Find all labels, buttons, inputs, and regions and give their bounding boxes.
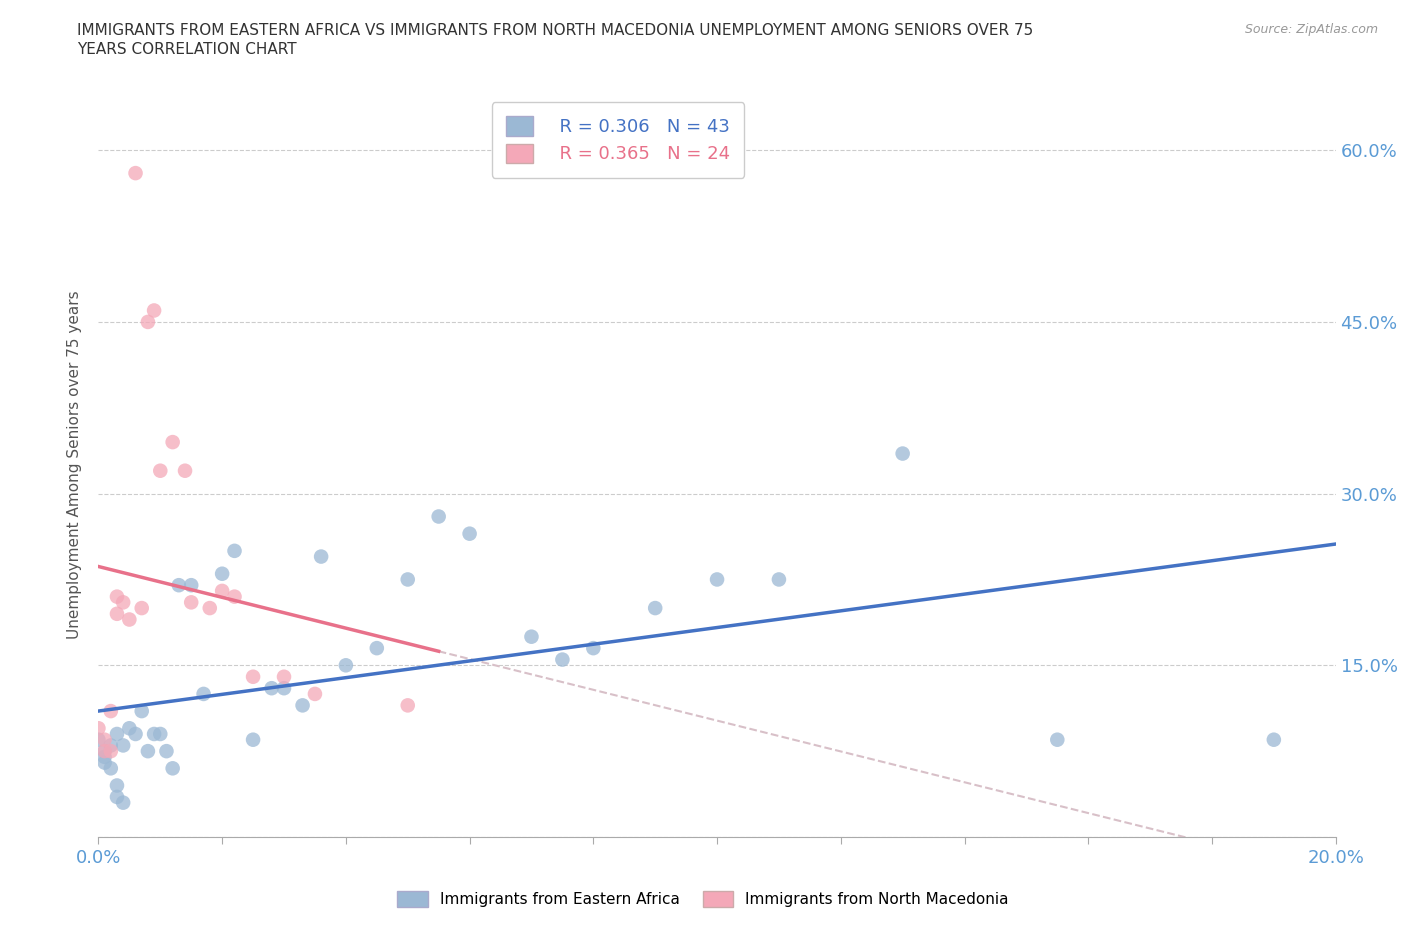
Point	[167, 578, 190, 592]
Y-axis label: Unemployment Among Seniors over 75 years: Unemployment Among Seniors over 75 years	[67, 291, 83, 639]
Point	[1263, 732, 1285, 747]
Point	[180, 595, 202, 610]
Point	[143, 726, 166, 741]
Point	[112, 795, 135, 810]
Point	[396, 698, 419, 712]
Point	[224, 590, 246, 604]
Point	[520, 630, 543, 644]
Point	[93, 732, 115, 747]
Point	[131, 704, 153, 719]
Point	[193, 686, 215, 701]
Point	[112, 738, 135, 753]
Point	[211, 583, 233, 598]
Point	[93, 750, 115, 764]
Point	[131, 601, 153, 616]
Point	[136, 744, 159, 759]
Point	[180, 578, 202, 592]
Point	[100, 738, 122, 753]
Point	[309, 549, 332, 564]
Point	[143, 303, 166, 318]
Point	[112, 595, 135, 610]
Point	[891, 446, 914, 461]
Point	[242, 732, 264, 747]
Point	[427, 509, 450, 524]
Point	[155, 744, 177, 759]
Point	[396, 572, 419, 587]
Point	[1046, 732, 1069, 747]
Point	[304, 686, 326, 701]
Point	[93, 744, 115, 759]
Point	[224, 543, 246, 558]
Point	[136, 314, 159, 329]
Point	[335, 658, 357, 672]
Point	[273, 681, 295, 696]
Legend: Immigrants from Eastern Africa, Immigrants from North Macedonia: Immigrants from Eastern Africa, Immigran…	[391, 884, 1015, 913]
Point	[118, 721, 141, 736]
Point	[366, 641, 388, 656]
Point	[93, 755, 115, 770]
Point	[242, 670, 264, 684]
Point	[273, 670, 295, 684]
Point	[174, 463, 197, 478]
Point	[124, 726, 146, 741]
Point	[87, 732, 110, 747]
Point	[260, 681, 283, 696]
Text: Source: ZipAtlas.com: Source: ZipAtlas.com	[1244, 23, 1378, 36]
Point	[291, 698, 314, 712]
Point	[87, 721, 110, 736]
Point	[149, 463, 172, 478]
Point	[105, 606, 128, 621]
Text: YEARS CORRELATION CHART: YEARS CORRELATION CHART	[77, 42, 297, 57]
Point	[149, 726, 172, 741]
Point	[100, 744, 122, 759]
Point	[162, 434, 184, 449]
Point	[582, 641, 605, 656]
Legend:   R = 0.306   N = 43,   R = 0.365   N = 24: R = 0.306 N = 43, R = 0.365 N = 24	[492, 102, 744, 178]
Point	[124, 166, 146, 180]
Point	[198, 601, 221, 616]
Point	[105, 778, 128, 793]
Point	[644, 601, 666, 616]
Point	[162, 761, 184, 776]
Text: IMMIGRANTS FROM EASTERN AFRICA VS IMMIGRANTS FROM NORTH MACEDONIA UNEMPLOYMENT A: IMMIGRANTS FROM EASTERN AFRICA VS IMMIGR…	[77, 23, 1033, 38]
Point	[105, 726, 128, 741]
Point	[105, 590, 128, 604]
Point	[100, 704, 122, 719]
Point	[551, 652, 574, 667]
Point	[118, 612, 141, 627]
Point	[105, 790, 128, 804]
Point	[100, 761, 122, 776]
Point	[706, 572, 728, 587]
Point	[768, 572, 790, 587]
Point	[93, 744, 115, 759]
Point	[458, 526, 481, 541]
Point	[211, 566, 233, 581]
